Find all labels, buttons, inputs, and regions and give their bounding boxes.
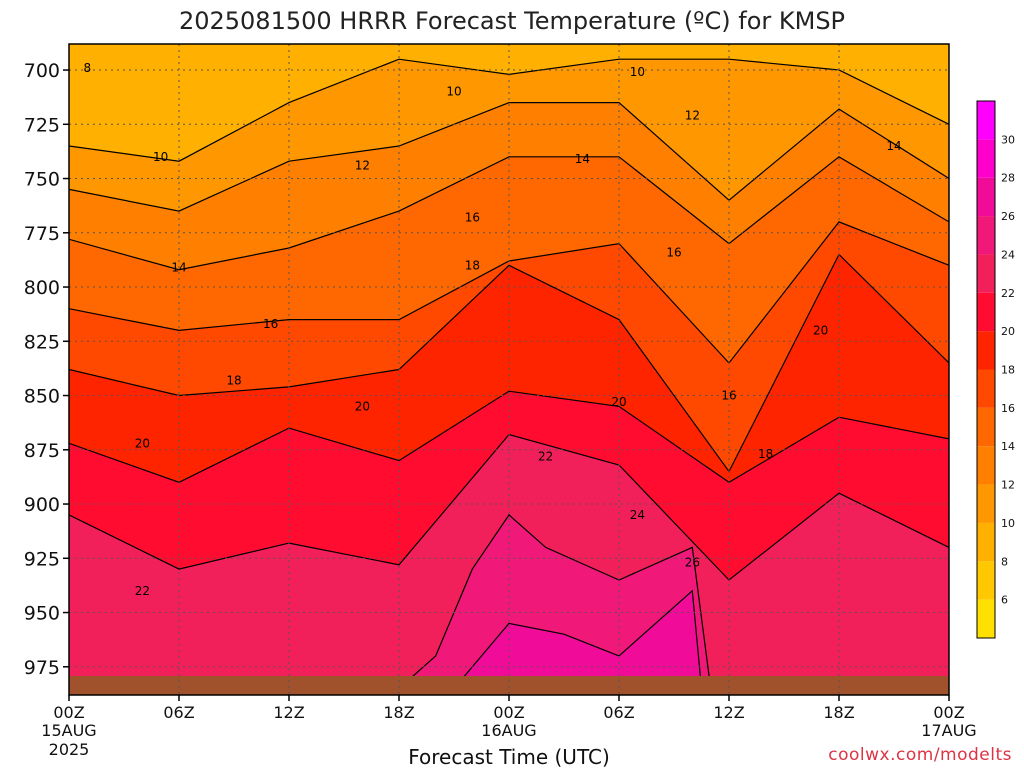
x-tick-label: 18Z bbox=[823, 703, 854, 722]
contour-label: 20 bbox=[355, 399, 370, 413]
x-tick-label: 06Z bbox=[603, 703, 634, 722]
colorbar-bin bbox=[977, 599, 995, 638]
colorbar-tick-label: 20 bbox=[1001, 325, 1015, 338]
colorbar-tick-label: 12 bbox=[1001, 479, 1015, 492]
colorbar-bin bbox=[977, 522, 995, 562]
isotherm-12 bbox=[69, 102, 949, 212]
colorbar-bin bbox=[977, 177, 995, 217]
y-tick-label: 800 bbox=[24, 277, 60, 299]
y-tick-label: 725 bbox=[24, 114, 60, 136]
colorbar-bin bbox=[977, 331, 995, 370]
colorbar-tick-label: 16 bbox=[1001, 402, 1015, 415]
x-tick-label: 00Z bbox=[493, 703, 524, 722]
colorbar-bin bbox=[977, 292, 995, 332]
y-tick-label: 850 bbox=[24, 386, 60, 408]
colorbar-frame bbox=[976, 100, 996, 639]
contour-label: 8 bbox=[84, 61, 92, 75]
colorbar-tick-label: 8 bbox=[1001, 555, 1008, 568]
contour-label: 10 bbox=[630, 65, 645, 79]
x-tick-label: 00Z bbox=[53, 703, 84, 722]
colorbar-tick-label: 22 bbox=[1001, 287, 1015, 300]
credit-text: coolwx.com/modelts bbox=[828, 745, 1012, 765]
isotherm-26 bbox=[453, 589, 703, 689]
x-axis-label: Forecast Time (UTC) bbox=[408, 745, 610, 768]
contour-label: 20 bbox=[813, 323, 828, 337]
isotherm-18 bbox=[69, 253, 949, 473]
colorbar-bin bbox=[977, 484, 995, 523]
isotherm-24 bbox=[398, 513, 712, 689]
contour-label: 18 bbox=[226, 373, 241, 387]
y-tick-label: 825 bbox=[24, 331, 60, 353]
y-tick-label: 775 bbox=[24, 223, 60, 245]
x-tick-label: 18Z bbox=[383, 703, 414, 722]
colorbar-bin bbox=[977, 101, 995, 140]
contour-label: 26 bbox=[685, 556, 700, 570]
colorbar-tick-label: 26 bbox=[1001, 210, 1015, 223]
x-tick-label: 06Z bbox=[163, 703, 194, 722]
contour-label: 18 bbox=[465, 258, 480, 272]
x-tick-label: 00Z bbox=[933, 703, 964, 722]
y-tick-label: 925 bbox=[24, 548, 60, 570]
contour-label: 14 bbox=[886, 139, 901, 153]
contour-label: 18 bbox=[758, 447, 773, 461]
colorbar-bin bbox=[977, 216, 995, 255]
contour-label: 10 bbox=[153, 150, 168, 164]
contour-label: 22 bbox=[135, 584, 150, 598]
colorbar-bin bbox=[977, 446, 995, 485]
isotherm-14 bbox=[69, 156, 949, 271]
y-tick-label: 950 bbox=[24, 603, 60, 625]
x-tick-sublabel: 15AUG bbox=[41, 721, 96, 740]
y-tick-label: 900 bbox=[24, 494, 60, 516]
plot-area: 8 10 10 10 12 12 14 14 14 16 16 16 16 18 18 18 20 20 20 20 2… bbox=[68, 43, 950, 696]
contour-label: 16 bbox=[465, 211, 480, 225]
colorbar-tick-label: 6 bbox=[1001, 594, 1008, 607]
colorbar-bin bbox=[977, 369, 995, 408]
colorbar-tick-label: 10 bbox=[1001, 517, 1015, 530]
contour-label: 16 bbox=[666, 245, 681, 259]
contour-label: 12 bbox=[685, 109, 700, 123]
contour-label: 20 bbox=[611, 395, 626, 409]
colorbar-bin bbox=[977, 407, 995, 447]
contour-label: 16 bbox=[721, 389, 736, 403]
y-tick-label: 750 bbox=[24, 169, 60, 191]
x-tick-sublabel: 16AUG bbox=[481, 721, 536, 740]
contour-label: 24 bbox=[630, 508, 645, 522]
colorbar-tick-label: 28 bbox=[1001, 172, 1015, 185]
colorbar: 6 8 10 12 14 16 18 20 22 24 26 28 30 bbox=[976, 100, 1015, 639]
colorbar-tick-label: 14 bbox=[1001, 440, 1015, 453]
y-tick-label: 975 bbox=[24, 657, 60, 679]
colorbar-tick-label: 18 bbox=[1001, 364, 1015, 377]
colorbar-tick-label: 24 bbox=[1001, 248, 1015, 261]
colorbar-bin bbox=[977, 254, 995, 293]
contour-labels: 8 10 10 10 12 12 14 14 14 16 16 16 16 18 18 18 20 20 20 20 2… bbox=[84, 61, 902, 598]
contour-label: 16 bbox=[263, 317, 278, 331]
y-tick-label: 700 bbox=[24, 60, 60, 82]
x-tick-label: 12Z bbox=[273, 703, 304, 722]
contour-label: 14 bbox=[171, 261, 186, 275]
contour-label: 14 bbox=[575, 152, 590, 166]
contour-label: 10 bbox=[446, 85, 461, 99]
x-tick-sublabel: 17AUG bbox=[921, 721, 976, 740]
colorbar-bin bbox=[977, 561, 995, 600]
colorbar-tick-label: 30 bbox=[1001, 133, 1015, 146]
gridlines bbox=[68, 44, 950, 695]
chart-title: 2025081500 HRRR Forecast Temperature (ºC… bbox=[179, 7, 845, 35]
axes: 70072575077580082585087590092595097500Z1… bbox=[24, 60, 977, 759]
colorbar-bin bbox=[977, 139, 995, 178]
contour-label: 20 bbox=[135, 436, 150, 450]
x-tick-sublabel: 2025 bbox=[49, 740, 90, 759]
contour-label: 22 bbox=[538, 449, 553, 463]
x-tick-label: 12Z bbox=[713, 703, 744, 722]
y-tick-label: 875 bbox=[24, 440, 60, 462]
contour-label: 12 bbox=[355, 159, 370, 173]
isotherm-20 bbox=[69, 390, 949, 484]
